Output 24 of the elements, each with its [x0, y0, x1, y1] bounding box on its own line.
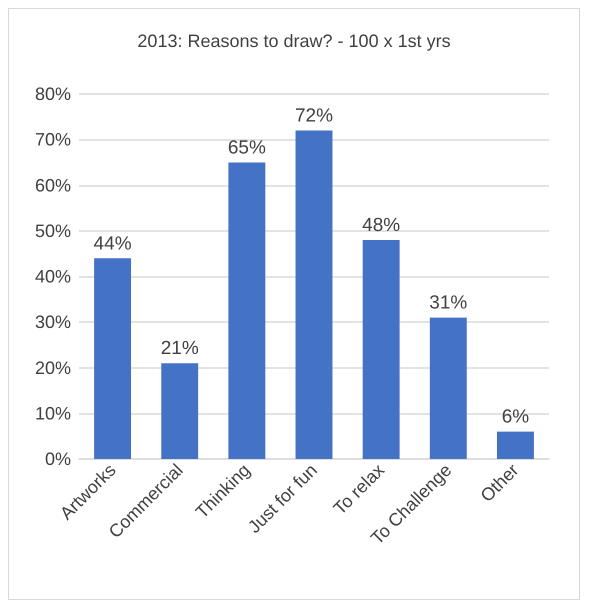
bar	[228, 162, 266, 459]
y-tick-label: 20%	[34, 358, 71, 378]
bar	[496, 432, 534, 459]
y-tick-label: 0%	[44, 449, 71, 469]
y-tick-label: 30%	[34, 312, 71, 332]
bar	[161, 363, 198, 459]
y-tick-label: 50%	[34, 220, 71, 241]
data-label: 21%	[160, 338, 199, 360]
y-tick-label: 70%	[34, 130, 71, 150]
bar	[94, 258, 132, 459]
y-tick-label: 80%	[34, 84, 71, 104]
y-tick-label: 10%	[34, 403, 71, 424]
data-label: 72%	[294, 106, 334, 126]
y-tick-label: 60%	[34, 175, 71, 196]
chart-title: 2013: Reasons to draw? - 100 x 1st yrs	[137, 31, 451, 51]
bar	[362, 240, 400, 459]
data-label: 48%	[362, 215, 400, 236]
y-tick-label: 40%	[34, 266, 71, 286]
data-label: 31%	[429, 292, 468, 314]
data-label: 65%	[228, 137, 266, 158]
bar	[296, 130, 332, 459]
bar	[430, 318, 467, 459]
data-label: 6%	[502, 406, 530, 428]
data-label: 44%	[94, 233, 132, 254]
